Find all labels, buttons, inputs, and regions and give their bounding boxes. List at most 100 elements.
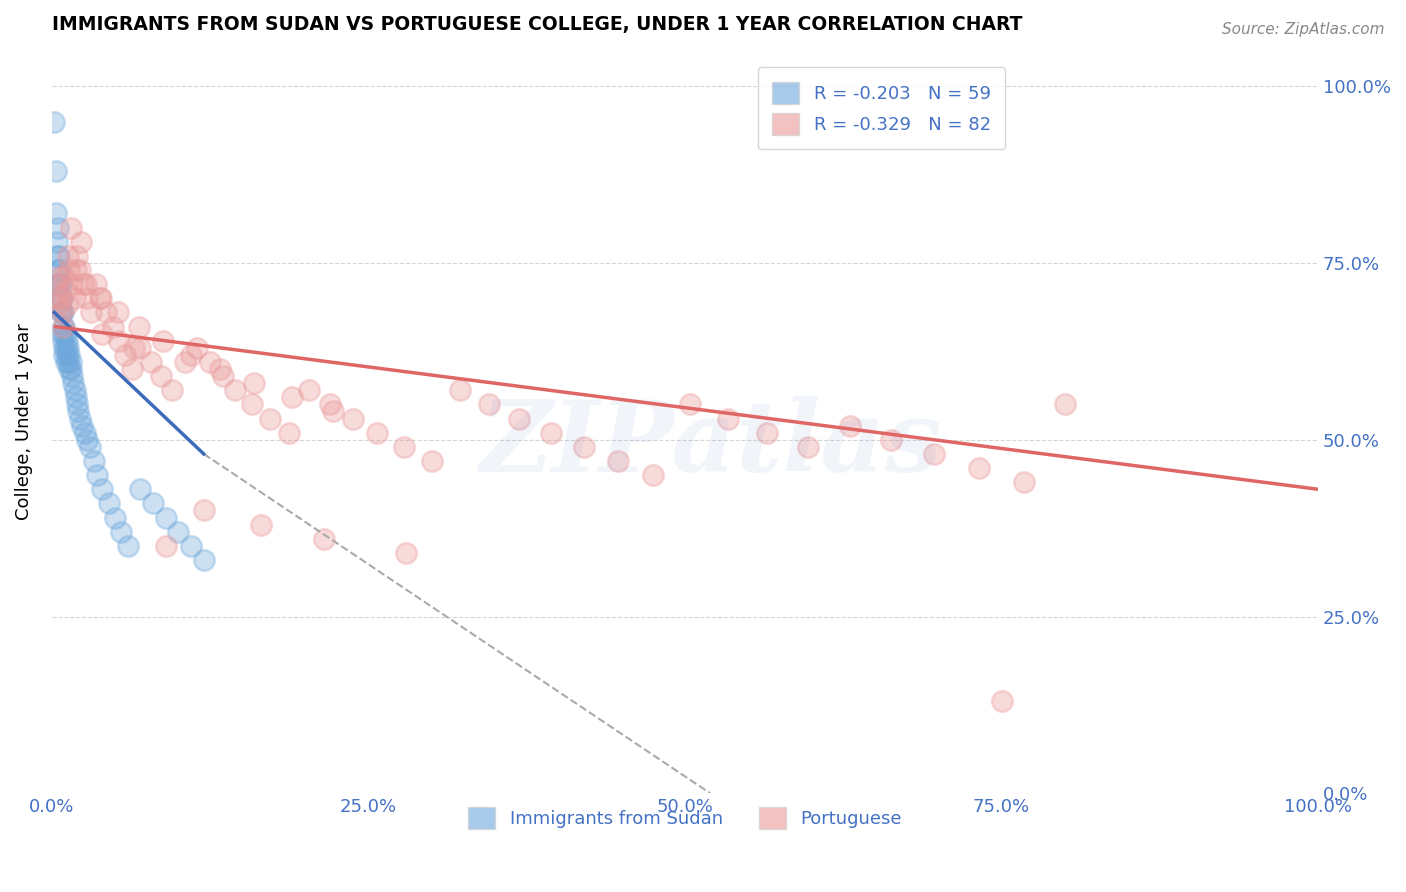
Point	[167, 524, 190, 539]
Point	[55, 326, 77, 341]
Point	[53, 270, 76, 285]
Point	[211, 369, 233, 384]
Point	[58, 362, 80, 376]
Point	[139, 355, 162, 369]
Point	[924, 447, 946, 461]
Point	[52, 319, 75, 334]
Point	[110, 524, 132, 539]
Point	[91, 483, 114, 497]
Point	[52, 334, 75, 348]
Point	[45, 206, 67, 220]
Point	[56, 348, 79, 362]
Point	[155, 510, 177, 524]
Point	[53, 341, 76, 355]
Point	[48, 270, 70, 285]
Point	[990, 694, 1012, 708]
Point	[76, 291, 98, 305]
Y-axis label: College, Under 1 year: College, Under 1 year	[15, 324, 32, 520]
Point	[60, 369, 83, 384]
Point	[73, 425, 96, 440]
Point	[58, 249, 80, 263]
Point	[160, 384, 183, 398]
Point	[420, 454, 443, 468]
Point	[45, 291, 67, 305]
Point	[540, 425, 562, 440]
Point	[66, 397, 89, 411]
Point	[967, 461, 990, 475]
Point	[66, 249, 89, 263]
Point	[56, 298, 79, 312]
Point	[48, 277, 70, 292]
Point	[149, 369, 172, 384]
Point	[86, 468, 108, 483]
Text: ZIPatlas: ZIPatlas	[479, 396, 942, 492]
Point	[58, 263, 80, 277]
Point	[51, 291, 73, 305]
Point	[45, 164, 67, 178]
Point	[53, 348, 76, 362]
Point	[104, 510, 127, 524]
Point	[797, 440, 820, 454]
Point	[173, 355, 195, 369]
Point	[58, 355, 80, 369]
Point	[756, 425, 779, 440]
Point	[322, 404, 344, 418]
Point	[180, 539, 202, 553]
Point	[46, 277, 69, 292]
Point	[198, 355, 221, 369]
Point	[46, 220, 69, 235]
Point	[186, 341, 208, 355]
Point	[62, 376, 84, 391]
Point	[63, 384, 86, 398]
Point	[298, 384, 321, 398]
Point	[155, 539, 177, 553]
Point	[224, 384, 246, 398]
Point	[249, 517, 271, 532]
Point	[60, 277, 83, 292]
Point	[80, 305, 103, 319]
Point	[69, 263, 91, 277]
Point	[59, 355, 82, 369]
Point	[52, 305, 75, 319]
Point	[880, 433, 903, 447]
Point	[65, 263, 87, 277]
Point	[79, 440, 101, 454]
Text: IMMIGRANTS FROM SUDAN VS PORTUGUESE COLLEGE, UNDER 1 YEAR CORRELATION CHART: IMMIGRANTS FROM SUDAN VS PORTUGUESE COLL…	[52, 15, 1022, 34]
Point	[277, 425, 299, 440]
Point	[49, 291, 72, 305]
Point	[259, 411, 281, 425]
Point	[1053, 397, 1076, 411]
Point	[572, 440, 595, 454]
Point	[49, 305, 72, 319]
Point	[52, 319, 75, 334]
Point	[45, 277, 67, 292]
Point	[67, 404, 90, 418]
Point	[449, 384, 471, 398]
Point	[72, 277, 94, 292]
Point	[45, 249, 67, 263]
Point	[46, 298, 69, 312]
Point	[53, 319, 76, 334]
Point	[121, 362, 143, 376]
Point	[142, 496, 165, 510]
Point	[53, 326, 76, 341]
Point	[117, 539, 139, 553]
Point	[70, 235, 93, 249]
Point	[606, 454, 628, 468]
Text: Source: ZipAtlas.com: Source: ZipAtlas.com	[1222, 22, 1385, 37]
Point	[45, 235, 67, 249]
Point	[152, 334, 174, 348]
Point	[89, 291, 111, 305]
Point	[243, 376, 266, 391]
Point	[55, 341, 77, 355]
Point	[101, 319, 124, 334]
Point	[114, 348, 136, 362]
Point	[75, 277, 97, 292]
Point	[679, 397, 702, 411]
Point	[48, 249, 70, 263]
Point	[76, 433, 98, 447]
Point	[478, 397, 501, 411]
Point	[128, 319, 150, 334]
Point	[51, 305, 73, 319]
Point	[69, 411, 91, 425]
